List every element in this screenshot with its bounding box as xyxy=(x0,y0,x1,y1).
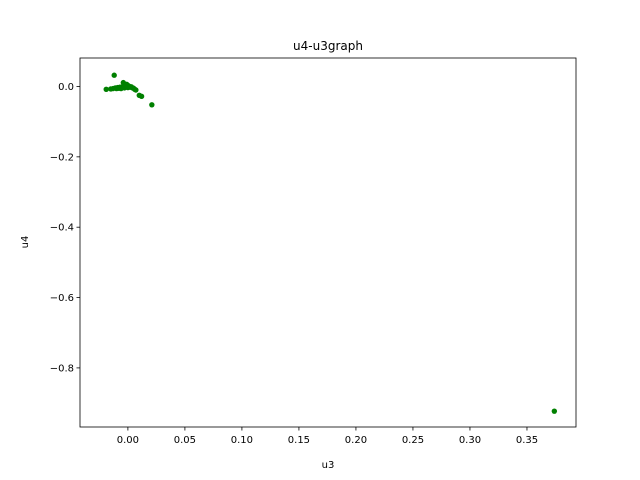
data-point xyxy=(103,86,109,93)
x-tick-label: 0.25 xyxy=(402,435,424,446)
x-tick-label: 0.35 xyxy=(516,435,538,446)
data-point xyxy=(111,72,117,78)
x-tick-label: 0.15 xyxy=(288,435,310,446)
x-tick-label: 0.10 xyxy=(231,435,253,446)
data-point xyxy=(133,87,139,93)
data-point xyxy=(149,102,155,108)
axes-frame xyxy=(79,57,577,428)
x-tick-label: 0.05 xyxy=(174,435,196,446)
x-axis-ticks: 0.00 0.05 0.10 0.15 0.20 0.25 0.30 0.35 xyxy=(117,427,538,446)
x-tick-label: 0.00 xyxy=(117,435,139,446)
y-tick-label: −0.6 xyxy=(50,293,74,304)
data-point xyxy=(551,408,558,414)
x-tick-label: 0.20 xyxy=(345,435,367,446)
y-tick-label: −0.8 xyxy=(50,363,74,374)
y-tick-label: −0.4 xyxy=(50,223,74,234)
chart-title: u4-u3graph xyxy=(293,39,363,53)
data-points xyxy=(103,72,558,414)
x-axis-label: u3 xyxy=(322,460,335,471)
y-axis-ticks: 0.0 −0.2 −0.4 −0.6 −0.8 xyxy=(50,82,80,374)
y-tick-label: −0.2 xyxy=(50,152,74,163)
x-tick-label: 0.30 xyxy=(459,435,481,446)
data-point xyxy=(138,93,145,100)
y-axis-label: u4 xyxy=(20,236,31,249)
y-tick-label: 0.0 xyxy=(58,82,74,93)
